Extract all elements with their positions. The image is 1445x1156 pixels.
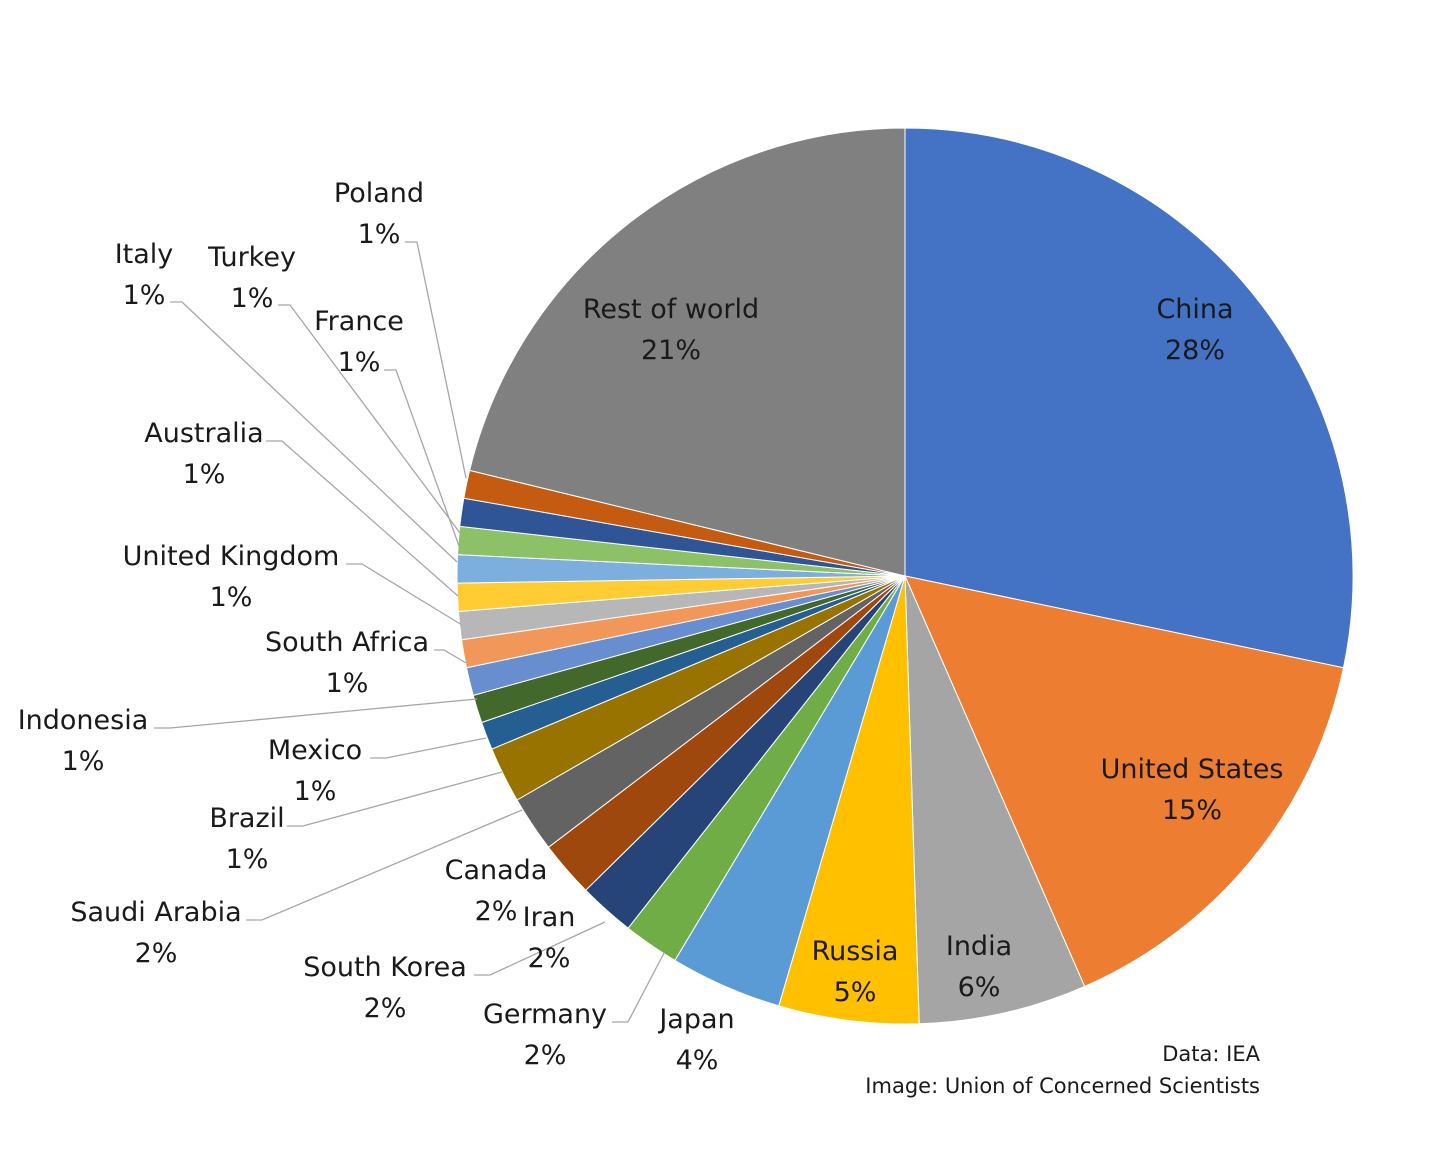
leader-line-indonesia [154,698,478,729]
slice-value-italy: 1% [123,280,166,311]
slice-value-mexico: 1% [294,776,337,807]
data-source-credit: Data: IEA [1162,1042,1260,1066]
leader-lines [154,241,665,1023]
slice-label-mexico: Mexico [268,735,362,766]
slice-label-india: India [946,931,1012,962]
slice-label-russia: Russia [812,936,899,967]
slice-value-iran: 2% [528,943,571,974]
slice-value-india: 6% [958,972,1001,1003]
slice-labels: China 28% United States 15% India 6% Russia 5% J… [18,178,1284,1076]
slice-label-poland: Poland [334,178,424,209]
slice-united-states [904,575,1345,988]
leader-line-poland [405,241,467,479]
slice-value-saudi-arabia: 2% [135,938,178,969]
slice-value-poland: 1% [358,219,401,250]
leader-line-australia [266,440,459,597]
leader-line-saudi-arabia [246,809,523,921]
leader-line-france [384,369,460,547]
slice-label-germany: Germany [483,999,607,1030]
slice-value-canada: 2% [475,896,518,927]
leader-line-brazil [287,771,503,827]
slice-label-rest-of-world: Rest of world [583,294,759,325]
leader-line-south-africa [434,649,467,664]
leader-line-turkey [278,304,461,534]
slice-label-south-africa: South Africa [265,627,429,658]
slice-value-brazil: 1% [226,844,269,875]
slice-value-south-africa: 1% [326,668,369,699]
slice-value-rest-of-world: 21% [641,335,701,366]
slice-label-indonesia: Indonesia [18,705,149,736]
slice-china [904,127,1354,669]
slice-value-united-states: 15% [1162,795,1222,826]
slice-value-germany: 2% [524,1040,567,1071]
slice-label-south-korea: South Korea [303,952,467,983]
slice-label-saudi-arabia: Saudi Arabia [70,897,241,928]
slice-label-italy: Italy [115,239,174,270]
slice-value-france: 1% [338,347,381,378]
slice-value-south-korea: 2% [364,993,407,1024]
slice-value-china: 28% [1165,335,1225,366]
image-source-credit: Image: Union of Concerned Scientists [865,1074,1260,1098]
slice-value-turkey: 1% [231,283,274,314]
slice-russia [778,575,920,1025]
slice-india [904,575,1086,1025]
slice-value-united-kingdom: 1% [210,582,253,613]
slice-label-brazil: Brazil [209,803,284,834]
leader-line-united-kingdom [346,563,463,626]
slice-value-indonesia: 1% [62,746,105,777]
slice-label-united-kingdom: United Kingdom [123,541,340,572]
leader-line-italy [170,301,458,563]
slice-label-canada: Canada [445,855,548,886]
slice-label-australia: Australia [144,418,263,449]
leader-line-germany [612,952,665,1023]
slice-value-japan: 4% [676,1045,719,1076]
slice-label-turkey: Turkey [207,242,296,273]
slice-label-iran: Iran [523,902,576,933]
slice-rest-of-world [469,127,906,577]
slice-label-japan: Japan [657,1004,734,1035]
slice-label-france: France [314,306,404,337]
leader-line-mexico [370,737,487,759]
slice-label-china: China [1156,294,1233,325]
slice-value-russia: 5% [834,977,877,1008]
slice-label-united-states: United States [1101,754,1284,785]
leader-line-south-korea [474,921,606,976]
slice-value-australia: 1% [183,459,226,490]
pie-slices [456,127,1354,1025]
